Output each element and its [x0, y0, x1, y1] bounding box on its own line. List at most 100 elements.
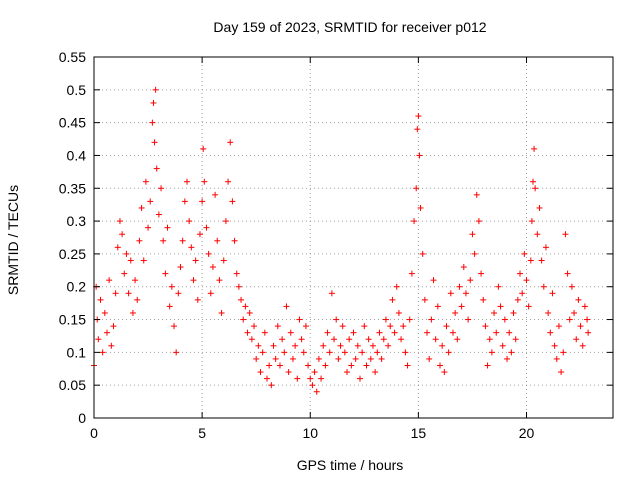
- data-point: [424, 329, 431, 336]
- data-point: [497, 303, 504, 310]
- data-point: [545, 309, 552, 316]
- data-point: [150, 99, 157, 106]
- data-point: [179, 237, 186, 244]
- data-point: [398, 336, 405, 343]
- data-point: [302, 323, 309, 330]
- data-point: [97, 296, 104, 303]
- data-point: [151, 139, 158, 146]
- data-point: [222, 218, 229, 225]
- data-point: [400, 323, 407, 330]
- data-point: [449, 329, 456, 336]
- data-point: [341, 349, 348, 356]
- data-point: [378, 355, 385, 362]
- data-point: [547, 329, 554, 336]
- data-point: [458, 303, 465, 310]
- data-point: [108, 342, 115, 349]
- data-point: [426, 355, 433, 362]
- data-point: [300, 349, 307, 356]
- data-point: [339, 323, 346, 330]
- data-point: [499, 342, 506, 349]
- data-point: [521, 250, 528, 257]
- data-point: [199, 198, 206, 205]
- data-point: [101, 309, 108, 316]
- data-point: [536, 204, 543, 211]
- data-point: [168, 283, 175, 290]
- y-axis-label: SRMTID / TECUs: [5, 185, 21, 295]
- data-point: [322, 362, 329, 369]
- data-point: [196, 231, 203, 238]
- data-point: [266, 362, 273, 369]
- data-point: [274, 323, 281, 330]
- data-point: [372, 369, 379, 376]
- data-point: [454, 336, 461, 343]
- data-point: [504, 355, 511, 362]
- data-point: [411, 218, 418, 225]
- data-point: [385, 342, 392, 349]
- data-point: [473, 191, 480, 198]
- data-point: [482, 323, 489, 330]
- data-point: [363, 362, 370, 369]
- data-point: [361, 323, 368, 330]
- y-tick-label: 0.4: [67, 147, 87, 163]
- data-point: [116, 218, 123, 225]
- data-point: [376, 329, 383, 336]
- data-point: [200, 145, 207, 152]
- data-point: [335, 355, 342, 362]
- data-point: [259, 349, 266, 356]
- data-point: [558, 369, 565, 376]
- data-point: [123, 250, 130, 257]
- data-point: [517, 270, 524, 277]
- data-point: [294, 375, 301, 382]
- data-point: [577, 323, 584, 330]
- data-point: [112, 290, 119, 297]
- data-point: [493, 329, 500, 336]
- data-point: [218, 309, 225, 316]
- data-point: [531, 145, 538, 152]
- data-point: [142, 178, 149, 185]
- data-point: [382, 316, 389, 323]
- data-point: [456, 283, 463, 290]
- data-point: [244, 329, 251, 336]
- data-point: [512, 336, 519, 343]
- data-point: [246, 309, 253, 316]
- data-point: [542, 244, 549, 251]
- data-point: [415, 113, 422, 120]
- data-point: [233, 270, 240, 277]
- y-tick-label: 0.3: [67, 213, 87, 229]
- data-point: [186, 218, 193, 225]
- data-point: [514, 296, 521, 303]
- data-point: [320, 342, 327, 349]
- data-point: [430, 277, 437, 284]
- data-point: [501, 316, 508, 323]
- data-point: [460, 264, 467, 271]
- data-point: [209, 264, 216, 271]
- data-point: [298, 336, 305, 343]
- data-point: [229, 198, 236, 205]
- data-point: [584, 316, 591, 323]
- data-point: [553, 355, 560, 362]
- data-point: [406, 316, 413, 323]
- data-point: [203, 224, 210, 231]
- data-point: [103, 329, 110, 336]
- data-point: [491, 309, 498, 316]
- data-point: [395, 309, 402, 316]
- data-point: [344, 369, 351, 376]
- data-point: [421, 296, 428, 303]
- data-point: [525, 303, 532, 310]
- data-point: [216, 277, 223, 284]
- data-point: [416, 152, 423, 159]
- data-point: [367, 355, 374, 362]
- data-point: [326, 349, 333, 356]
- data-point: [428, 316, 435, 323]
- data-point: [452, 309, 459, 316]
- data-point: [240, 316, 247, 323]
- data-point: [380, 336, 387, 343]
- data-point: [285, 369, 292, 376]
- data-point: [251, 323, 258, 330]
- data-point: [315, 355, 322, 362]
- data-point: [462, 290, 469, 297]
- data-point: [171, 323, 178, 330]
- data-points: [91, 86, 592, 395]
- data-point: [201, 178, 208, 185]
- data-point: [402, 349, 409, 356]
